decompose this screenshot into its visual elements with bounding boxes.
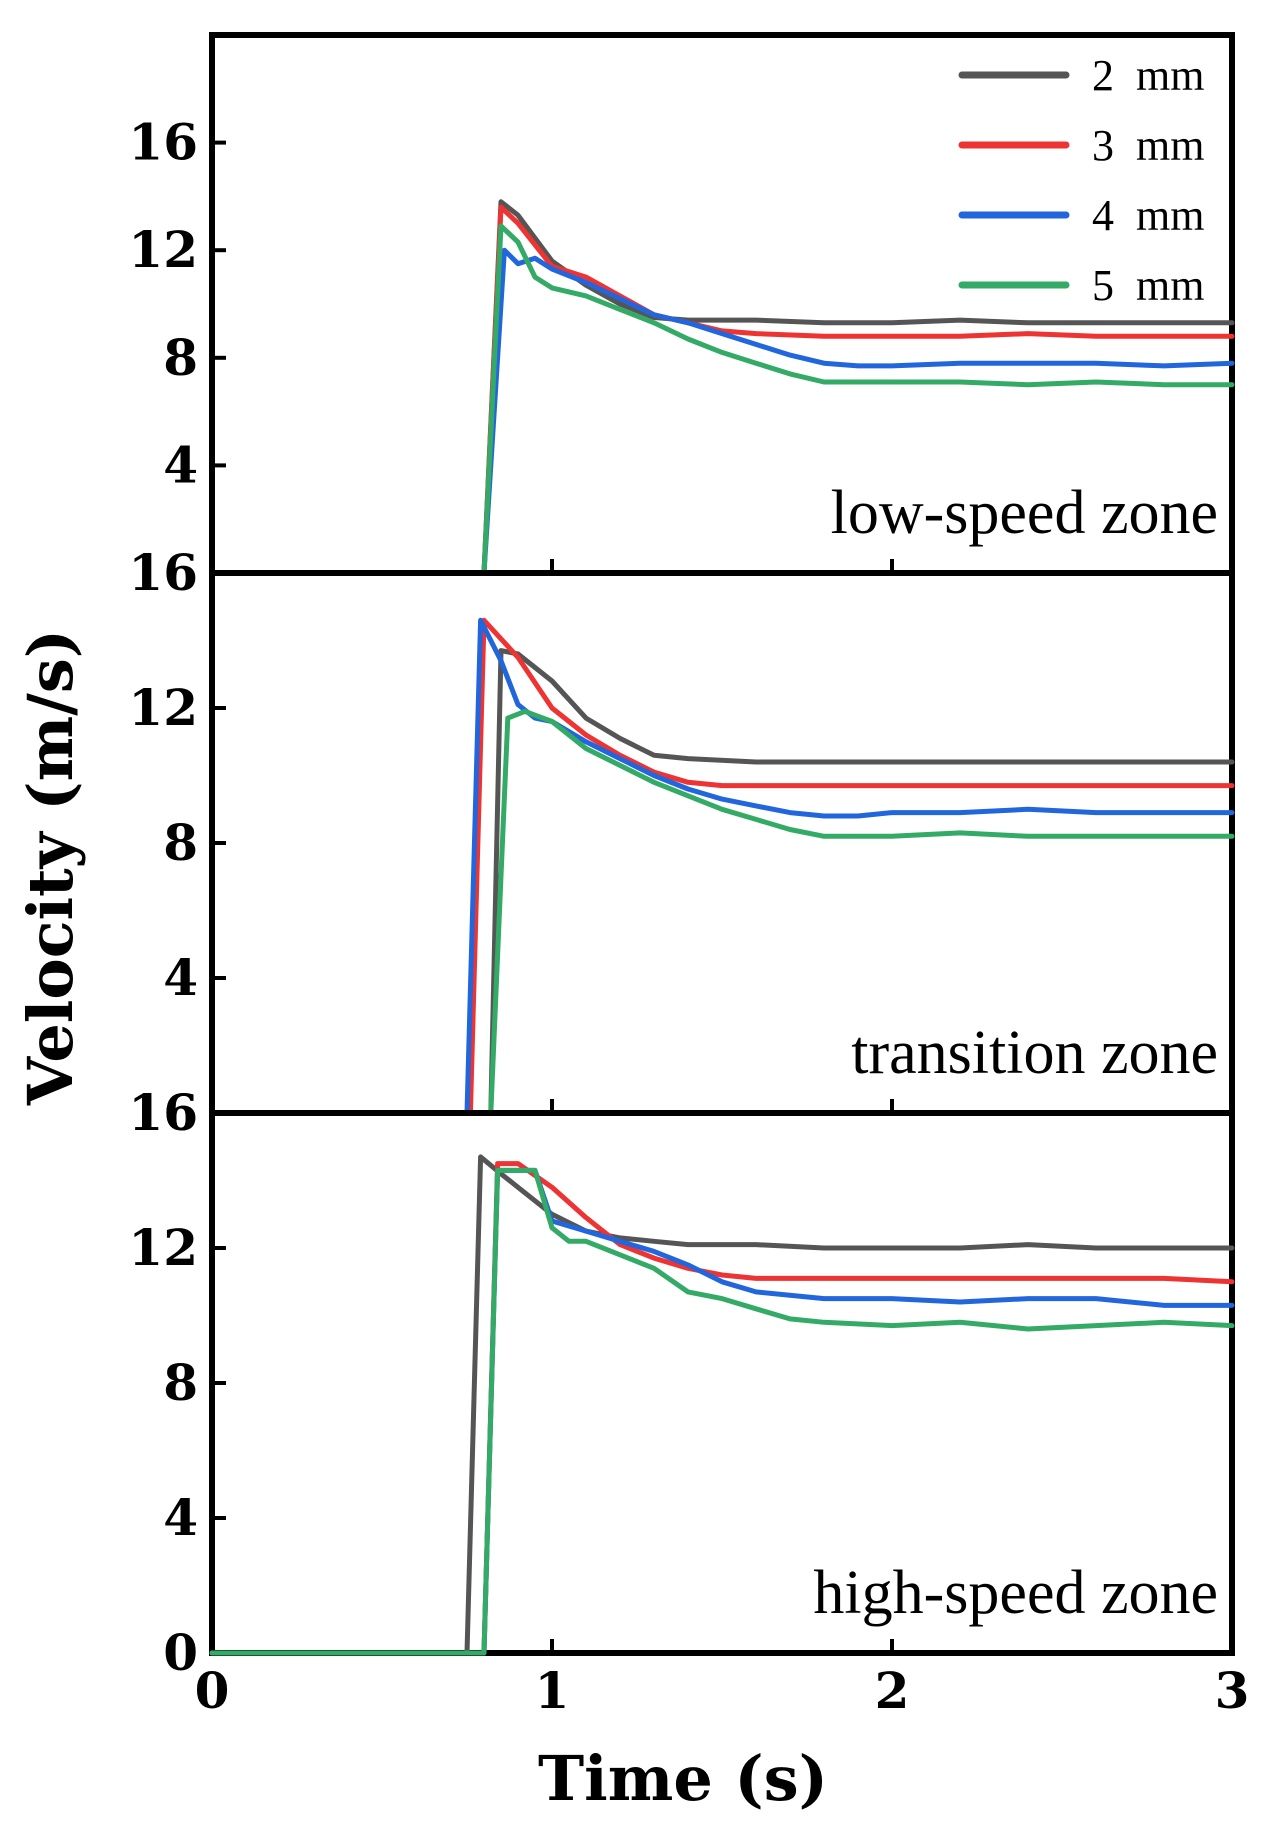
y-tick-label: 4 bbox=[163, 435, 198, 494]
legend-label: 2 mm bbox=[1092, 51, 1204, 100]
y-tick-label: 8 bbox=[163, 1353, 198, 1412]
y-tick-label: 8 bbox=[163, 813, 198, 872]
legend-label: 3 mm bbox=[1092, 121, 1204, 170]
y-tick-label: 16 bbox=[128, 113, 198, 172]
y-tick-label: 12 bbox=[128, 220, 198, 279]
series-line-5-mm bbox=[209, 1167, 1235, 1656]
x-tick-label: 0 bbox=[195, 1661, 230, 1720]
panel-2: 16 4 8 12 transition zone bbox=[128, 570, 1235, 1142]
zone-label: high-speed zone bbox=[813, 1559, 1218, 1627]
zone-label: transition zone bbox=[851, 1019, 1218, 1087]
series-line-5-mm bbox=[209, 223, 1235, 576]
y-tick-label: 8 bbox=[163, 328, 198, 387]
zone-label: low-speed zone bbox=[831, 479, 1218, 547]
x-tick-label: 1 bbox=[535, 1661, 570, 1720]
y-tick-label: 0 bbox=[163, 1623, 198, 1682]
y-tick-label: 16 bbox=[128, 543, 198, 602]
y-tick-label: 16 bbox=[128, 1083, 198, 1142]
series-line-4-mm bbox=[209, 247, 1235, 576]
x-tick-label: 2 bbox=[875, 1661, 910, 1720]
x-axis-title: Time (s) bbox=[538, 1742, 828, 1815]
series-line-3-mm bbox=[209, 617, 1235, 1116]
series-line-4-mm bbox=[209, 617, 1235, 1116]
series-line-2-mm bbox=[209, 199, 1235, 576]
y-axis-title: Velocity (m/s) bbox=[14, 629, 87, 1106]
y-tick-label: 12 bbox=[128, 1218, 198, 1277]
y-tick-label: 4 bbox=[163, 1488, 198, 1547]
legend-label: 4 mm bbox=[1092, 191, 1204, 240]
legend-label: 5 mm bbox=[1092, 261, 1204, 310]
panel-3: 0 4 8 12 16 high-speed zone bbox=[128, 1083, 1235, 1682]
series-line-5-mm bbox=[209, 708, 1235, 1116]
legend: 2 mm 3 mm 4 mm 5 mm bbox=[958, 51, 1204, 310]
y-tick-label: 4 bbox=[163, 948, 198, 1007]
y-tick-label: 12 bbox=[128, 678, 198, 737]
y-tick-label: 16 bbox=[128, 1083, 198, 1142]
x-tick-label: 3 bbox=[1215, 1661, 1250, 1720]
panel-1: 16 4 8 12 16 low-speed zone bbox=[128, 32, 1235, 602]
